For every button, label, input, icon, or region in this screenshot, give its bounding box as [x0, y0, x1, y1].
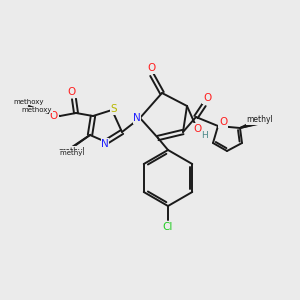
Text: O: O	[194, 124, 202, 134]
Text: H: H	[202, 131, 208, 140]
Text: S: S	[111, 104, 117, 114]
Text: methyl​: methyl​	[60, 150, 84, 156]
Text: N: N	[133, 113, 141, 123]
Text: methyl: methyl	[58, 146, 85, 155]
Text: O: O	[203, 93, 211, 103]
Text: O: O	[148, 63, 156, 73]
Text: O: O	[68, 87, 76, 97]
Text: methoxy: methoxy	[22, 107, 52, 113]
Text: Cl: Cl	[163, 222, 173, 232]
Text: O: O	[219, 117, 227, 127]
Text: methyl: methyl	[247, 116, 273, 124]
Text: methoxy: methoxy	[14, 99, 44, 105]
Text: O: O	[50, 111, 58, 121]
Text: N: N	[101, 139, 109, 149]
